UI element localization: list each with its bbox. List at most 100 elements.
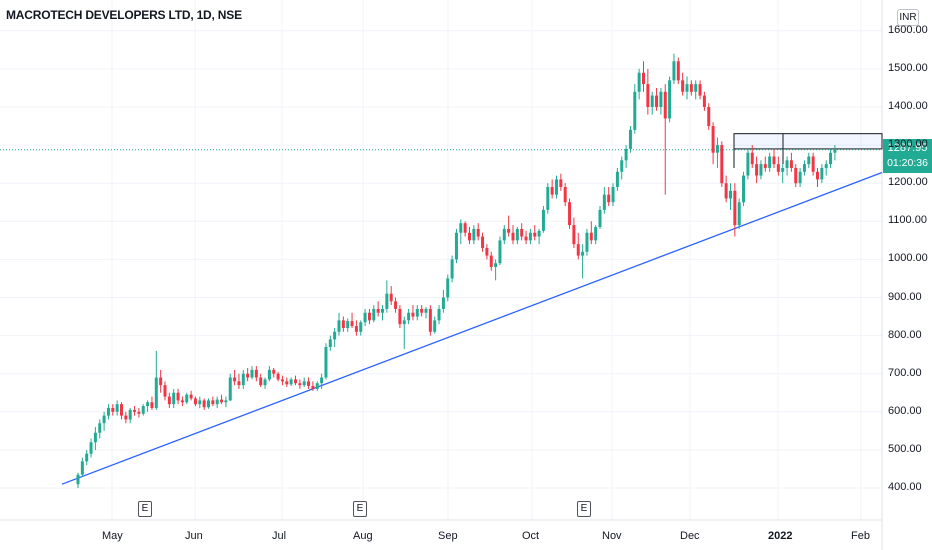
candle-body [668,80,672,119]
y-tick-label: 1400.00 [888,100,928,112]
x-tick-label: 2022 [768,530,793,542]
candle-body [428,308,432,332]
candle-body [476,228,480,237]
candle-body [250,369,254,378]
candle-body [533,232,537,237]
y-tick-label: 700.00 [888,366,922,379]
candle-body [576,244,580,256]
candle-body [89,442,93,454]
candle-body [202,400,206,408]
candle-body [589,232,593,241]
candle-body [215,399,219,405]
candle-body [328,339,332,348]
candle-body [581,251,585,256]
candle-body [672,61,676,81]
candle-body [320,377,324,384]
candle-body [454,232,458,260]
candle-body [381,308,384,313]
y-tick-label: 500.00 [888,442,922,455]
earnings-marker[interactable]: E [353,501,367,517]
candle-body [585,232,589,252]
candle-body [120,404,123,416]
candle-body [689,84,693,92]
candle-body [663,91,667,119]
candle-body [833,149,837,153]
candle-body [611,187,615,203]
candle-body [550,187,554,195]
grid [0,0,882,520]
earnings-marker[interactable]: E [138,501,152,517]
candle-body [154,377,158,408]
candle-body [511,232,515,241]
candle-body [220,399,224,403]
candle-body [193,398,197,405]
x-tick-label: Dec [680,530,700,542]
candle-body [276,373,280,380]
candle-body [520,228,524,237]
candle-body [207,400,210,408]
candle-body [463,223,467,233]
candle-body [172,392,176,405]
earnings-marker[interactable]: E [577,501,591,517]
candle-body [389,293,393,302]
candle-body [80,461,84,475]
candle-body [676,61,680,81]
candle-body [642,72,645,85]
candle-body [602,194,606,210]
x-tick-label: Sep [438,530,458,542]
candle-body [272,369,276,374]
x-tick-label: Feb [851,530,870,542]
candle-body [628,129,632,149]
candle-body [333,331,337,340]
x-tick-label: Aug [353,530,373,542]
candle-body [180,400,184,403]
candle-body [341,320,345,328]
candle-body [472,228,476,241]
candle-body [707,107,711,127]
candle-body [346,321,350,328]
candle-body [768,156,772,168]
candle-body [228,377,232,401]
candle-body [541,209,545,231]
candle-body [420,308,424,313]
candle-body [794,167,798,184]
candle-body [363,312,367,323]
candle-body [411,312,415,317]
trendline[interactable] [61,171,883,485]
x-tick-label: Nov [602,530,622,542]
y-tick-label: 800.00 [888,328,922,341]
zone-rect [733,133,883,150]
candle-body [394,301,398,309]
candle-body [489,255,493,268]
candle-body [337,320,341,332]
candle-body [376,308,380,313]
candle-body [459,223,463,233]
candle-body [524,236,528,241]
candle-body [137,411,141,414]
candle-body [824,164,828,168]
candle-body [324,347,328,378]
candle-body [789,160,793,168]
currency-button[interactable]: INR [897,9,919,26]
candle-body [798,171,802,184]
candle-body [350,321,354,327]
candle-body [150,402,154,408]
candle-body [211,400,215,405]
candle-body [246,373,250,378]
last-price-value: 1287.95 [887,142,928,154]
candle-body [802,164,806,172]
bar-countdown: 01:20:36 [887,157,928,169]
y-tick-label: 1000.00 [888,252,928,265]
candle-body [285,381,289,385]
candle-body [159,377,163,386]
candle-body [315,383,319,389]
candle-body [559,179,563,188]
candle-body [568,202,572,226]
candle-body [637,72,641,92]
y-tick-label: 1100.00 [888,214,927,227]
candle-body [555,179,558,195]
candle-body [367,312,371,321]
candle-body [146,402,150,407]
rectangle-zone[interactable] [733,133,883,168]
